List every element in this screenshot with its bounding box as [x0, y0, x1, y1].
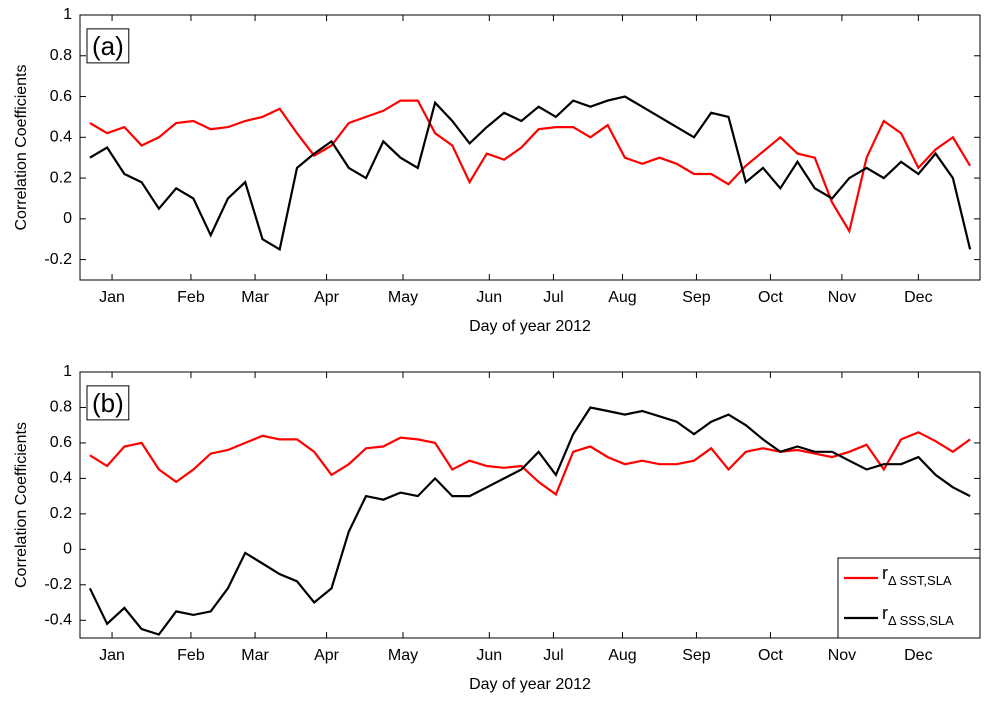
- legend-box: [837, 557, 981, 639]
- data-line: [88, 406, 971, 636]
- y-tick-label: 0: [63, 541, 72, 558]
- x-tick-label: Sep: [682, 289, 711, 306]
- x-axis-label: Day of year 2012: [469, 676, 591, 693]
- y-tick-label: -0.2: [44, 251, 72, 268]
- x-tick-label: Dec: [904, 289, 932, 306]
- y-tick-label: 0.8: [50, 399, 72, 416]
- x-tick-label: Sep: [682, 647, 711, 664]
- y-tick-label: 1: [63, 6, 72, 23]
- data-line: [89, 431, 971, 497]
- x-tick-label: Apr: [314, 289, 340, 306]
- x-tick-label: Aug: [608, 647, 636, 664]
- plot-frame: [79, 371, 981, 639]
- y-tick-label: 0: [63, 210, 72, 227]
- x-tick-label: Apr: [314, 647, 340, 664]
- y-tick-label: 0.2: [50, 505, 72, 522]
- plot-frame: [79, 14, 981, 281]
- x-axis-label: Day of year 2012: [469, 318, 591, 335]
- x-tick-label: Dec: [904, 647, 932, 664]
- y-tick-label: 0.6: [50, 434, 72, 451]
- x-tick-label: Nov: [828, 647, 856, 664]
- legend-label: rΔ SST,SLA: [882, 563, 952, 589]
- x-tick-label: Jul: [543, 647, 563, 664]
- x-tick-label: Feb: [177, 289, 205, 306]
- x-tick-label: Aug: [608, 289, 636, 306]
- y-tick-label: 0.8: [50, 47, 72, 64]
- x-tick-label: Nov: [828, 289, 856, 306]
- x-tick-label: Jun: [476, 647, 502, 664]
- x-tick-label: Oct: [758, 289, 783, 306]
- x-tick-label: Jun: [476, 289, 502, 306]
- x-tick-label: Mar: [241, 289, 269, 306]
- data-line: [89, 95, 972, 252]
- panel-label-box: [86, 28, 130, 64]
- x-tick-label: Oct: [758, 647, 783, 664]
- panel-label: (b): [92, 388, 124, 418]
- x-tick-label: Jan: [99, 647, 125, 664]
- y-tick-label: -0.2: [44, 576, 72, 593]
- x-tick-label: May: [388, 289, 418, 306]
- x-tick-label: May: [388, 647, 418, 664]
- x-tick-label: Feb: [177, 647, 205, 664]
- panel-label: (a): [92, 31, 124, 61]
- y-tick-label: -0.4: [44, 611, 72, 628]
- y-axis-label: Correlation Coefficients: [13, 422, 30, 588]
- x-tick-label: Mar: [241, 647, 269, 664]
- y-tick-label: 1: [63, 363, 72, 380]
- y-axis-label: Correlation Coefficients: [13, 64, 30, 230]
- y-tick-label: 0.2: [50, 169, 72, 186]
- x-tick-label: Jul: [543, 289, 563, 306]
- legend-label: rΔ SSS,SLA: [882, 603, 954, 629]
- y-tick-label: 0.4: [50, 129, 72, 146]
- x-tick-label: Jan: [99, 289, 125, 306]
- y-tick-label: 0.4: [50, 470, 72, 487]
- data-line: [89, 99, 972, 234]
- y-tick-label: 0.6: [50, 88, 72, 105]
- panel-label-box: [86, 385, 130, 421]
